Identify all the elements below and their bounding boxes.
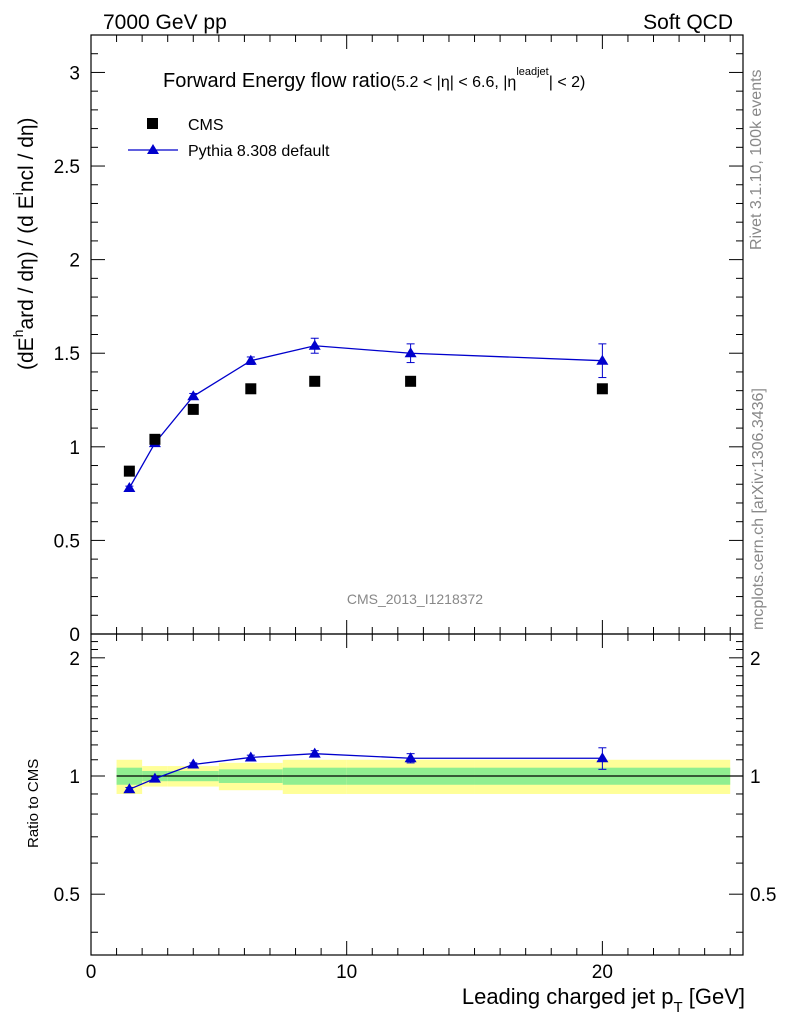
pythia-point: [404, 347, 417, 358]
cms-point: [596, 383, 608, 395]
xtick-label: 20: [592, 962, 613, 983]
main-ytick-label: 1: [69, 438, 80, 459]
legend-pythia-label: Pythia 8.308 default: [188, 143, 330, 160]
ratio-pythia-point: [404, 752, 417, 763]
ylabel-sup1: h: [10, 330, 26, 338]
main-ytick-label: 2: [69, 251, 80, 272]
main-ytick-label: 0: [69, 625, 80, 646]
pythia-point: [244, 354, 257, 365]
pythia-point: [596, 354, 609, 365]
ratio-ytick-label-right: 2: [750, 649, 761, 670]
ratio-pythia-point: [187, 758, 200, 769]
cms-point: [123, 465, 135, 477]
main-panel: 00.511.522.53 Forward Energy flow ratio(…: [10, 34, 744, 646]
ratio-ytick-label-right: 1: [750, 767, 761, 788]
main-ytick-label: 0.5: [54, 531, 80, 552]
cms-point: [187, 403, 199, 415]
cms-point: [309, 375, 321, 387]
ratio-ticks: [90, 634, 743, 955]
ratio-bands: [116, 759, 743, 794]
rivet-version-text: Rivet 3.1.10, 100k events: [748, 69, 765, 250]
chart-title-cut: (5.2 < |η| < 6.6, |η: [391, 74, 516, 91]
ylabel-part2: ard / dη) / (d E: [15, 195, 38, 329]
main-ytick-label: 1.5: [54, 344, 80, 365]
xlabel-main: Leading charged jet p: [462, 984, 674, 1009]
ratio-ytick-label-left: 1: [69, 767, 80, 788]
main-ytick-label: 3: [69, 63, 80, 84]
cms-point: [405, 375, 417, 387]
main-ytick-labels: 0 0.5 1 1.5 2 2.5 3: [54, 63, 80, 646]
ratio-pythia-point: [596, 752, 609, 763]
legend-cms-marker: [147, 118, 158, 129]
legend-pythia-marker: [147, 144, 159, 154]
ratio-ytick-labels: 0.5 0.5 1 1 2 2: [54, 649, 777, 906]
main-ytick-label: 2.5: [54, 157, 80, 178]
ratio-data: [123, 747, 609, 794]
ratio-pythia-point: [123, 783, 136, 794]
ylabel-sup2: i: [10, 192, 26, 195]
analysis-tag: CMS_2013_I1218372: [347, 591, 483, 607]
xtick-labels: 0 10 20: [86, 962, 613, 983]
pythia-point: [308, 339, 321, 350]
chart-title-main: Forward Energy flow ratio: [163, 70, 391, 92]
xlabel-sub: T: [673, 999, 682, 1016]
chart-title: Forward Energy flow ratio(5.2 < |η| < 6.…: [163, 66, 585, 92]
pythia-line: [128, 345, 603, 489]
x-axis-label: Leading charged jet pT [GeV]: [462, 984, 745, 1016]
ratio-pythia-point: [148, 772, 161, 783]
ratio-pythia-point: [308, 747, 321, 758]
ratio-ytick-label-left: 2: [69, 649, 80, 670]
ratio-frame: [90, 633, 744, 956]
cms-point: [245, 383, 257, 395]
ylabel-part3: ncl / dη): [15, 117, 38, 192]
ylabel-part1: (dE: [15, 337, 38, 370]
ratio-panel: 0.5 0.5 1 1 2 2 Ratio to CMS 0 10 20 Leading ch…: [25, 633, 777, 1016]
header-left: 7000 GeV pp: [103, 11, 227, 34]
main-ticks: [90, 34, 743, 635]
main-ylabel: (dEhard / dη) / (d Eincl / dη): [10, 117, 38, 370]
ratio-ylabel: Ratio to CMS: [25, 759, 42, 848]
chart-title-cut-sup: leadjet: [516, 66, 548, 78]
main-data: [123, 337, 609, 492]
ratio-ytick-label-left: 0.5: [54, 885, 80, 906]
pythia-point: [187, 390, 200, 401]
header-right: Soft QCD: [643, 11, 733, 34]
ratio-pythia-point: [244, 751, 257, 762]
xlabel-unit: [GeV]: [683, 984, 745, 1009]
mcplots-text: mcplots.cern.ch [arXiv:1306.3436]: [750, 388, 767, 630]
legend-cms-label: CMS: [188, 117, 224, 134]
xtick-label: 10: [336, 962, 357, 983]
xtick-label: 0: [86, 962, 97, 983]
legend: CMS Pythia 8.308 default: [128, 117, 330, 160]
chart-title-cut-end: | < 2): [549, 74, 586, 91]
ratio-ytick-label-right: 0.5: [750, 885, 776, 906]
cms-point: [149, 433, 161, 445]
pythia-point: [123, 481, 136, 492]
